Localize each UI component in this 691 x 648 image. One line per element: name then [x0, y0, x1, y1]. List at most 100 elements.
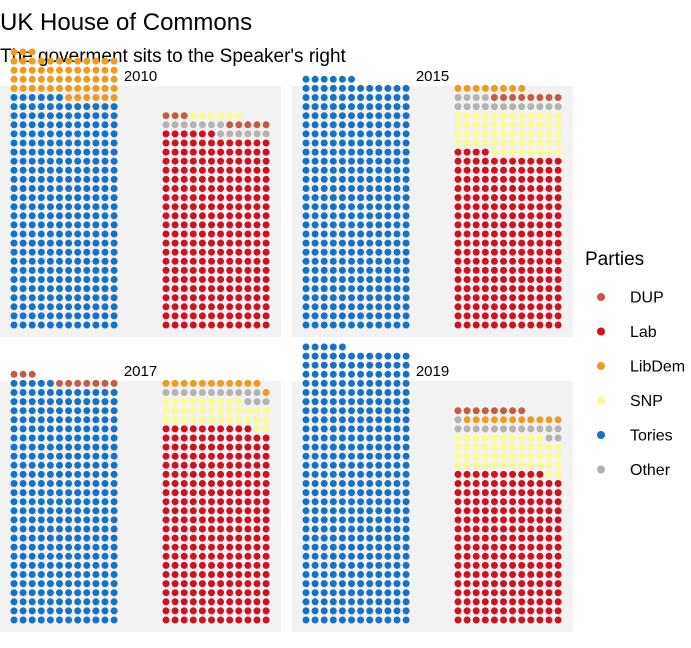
seat-dot-lab — [463, 294, 471, 302]
legend-label: SNP — [630, 393, 663, 410]
seat-dot-tories — [46, 157, 54, 165]
seat-dot-tories — [348, 148, 355, 156]
seat-dot-tories — [393, 443, 401, 451]
seat-dot-lab — [171, 552, 179, 560]
seat-dot-tories — [19, 616, 27, 624]
seat-dot-snp — [481, 139, 489, 147]
seat-dot-tories — [366, 552, 374, 560]
seat-dot-tories — [65, 230, 73, 238]
seat-dot-tories — [110, 203, 118, 211]
seat-dot-lab — [198, 139, 206, 147]
seat-dot-tories — [366, 616, 374, 624]
seat-dot-lab — [226, 589, 234, 597]
seat-dot-tories — [74, 425, 82, 433]
seat-dot-lab — [518, 543, 526, 551]
seat-dot-tories — [338, 525, 346, 533]
seat-dot-tories — [357, 571, 365, 578]
seat-dot-snp — [217, 398, 225, 406]
seat-dot-lab — [545, 607, 553, 615]
seat-dot-tories — [74, 285, 82, 293]
seat-dot-lab — [262, 589, 270, 597]
seat-dot-tories — [366, 103, 374, 111]
seat-dot-snp — [518, 434, 526, 442]
seat-dot-tories — [83, 461, 91, 469]
seat-dot-lab — [463, 589, 471, 597]
seat-dot-lab — [472, 561, 480, 569]
seat-dot-libdem — [509, 84, 517, 92]
seat-dot-lab — [235, 498, 243, 506]
seat-dot-lab — [162, 516, 170, 524]
seat-dot-lab — [198, 166, 206, 174]
seat-dot-libdem — [92, 57, 100, 65]
seat-dot-lab — [253, 534, 261, 542]
seat-dot-lab — [198, 470, 206, 478]
seat-dot-lab — [171, 257, 179, 265]
seat-dot-lab — [262, 230, 270, 238]
seat-dot-tories — [74, 461, 82, 469]
seat-dot-lab — [490, 285, 498, 293]
seat-dot-lab — [454, 175, 462, 183]
seat-dot-tories — [101, 194, 109, 202]
seat-dot-lab — [454, 194, 462, 202]
seat-dot-tories — [348, 112, 355, 120]
seat-dot-lab — [536, 303, 544, 311]
seat-dot-lab — [162, 589, 170, 597]
seat-dot-tories — [311, 498, 319, 506]
seat-dot-tories — [37, 94, 45, 101]
seat-dot-tories — [37, 552, 45, 560]
seat-dot-other — [481, 425, 489, 433]
seat-dot-libdem — [19, 84, 27, 92]
seat-dot-tories — [338, 480, 346, 487]
seat-dot-tories — [329, 452, 337, 460]
seat-dot-tories — [320, 434, 328, 442]
seat-dot-dup — [171, 112, 179, 120]
seat-dot-lab — [244, 175, 252, 183]
seat-dot-lab — [198, 130, 206, 138]
seat-dot-tories — [37, 607, 45, 615]
seat-dot-tories — [329, 221, 337, 229]
seat-dot-tories — [320, 75, 328, 83]
seat-dot-tories — [37, 130, 45, 138]
seat-dot-lab — [536, 616, 544, 624]
seat-dot-tories — [19, 130, 27, 138]
seat-dot-lab — [244, 157, 252, 165]
seat-dot-lab — [463, 498, 471, 506]
seat-dot-lab — [262, 157, 270, 165]
seat-dot-lab — [226, 285, 234, 293]
seat-dot-tories — [302, 266, 310, 274]
seat-dot-tories — [10, 616, 18, 624]
seat-dot-tories — [311, 75, 319, 83]
seat-dot-lab — [226, 303, 234, 311]
seat-dot-tories — [37, 203, 45, 211]
seat-dot-lab — [235, 552, 243, 560]
seat-dot-other — [490, 425, 498, 433]
seat-dot-tories — [19, 139, 27, 147]
seat-dot-tories — [19, 407, 27, 415]
seat-dot-lab — [235, 194, 243, 202]
seat-dot-tories — [19, 580, 27, 588]
seat-dot-tories — [46, 112, 54, 120]
seat-dot-lab — [472, 157, 480, 165]
seat-dot-lab — [217, 194, 225, 202]
seat-dot-lab — [518, 230, 526, 238]
seat-dot-lab — [509, 175, 517, 183]
seat-dot-tories — [19, 498, 27, 506]
seat-dot-tories — [83, 230, 91, 238]
seat-dot-snp — [518, 443, 526, 451]
seat-dot-tories — [357, 203, 365, 211]
seat-dot-lab — [527, 230, 535, 238]
government-block — [10, 370, 118, 624]
seat-dot-lab — [217, 489, 225, 497]
seat-dot-tories — [37, 379, 45, 387]
seat-dot-lab — [171, 285, 179, 293]
seat-dot-lab — [500, 516, 507, 524]
seat-dot-tories — [101, 416, 109, 424]
seat-dot-lab — [162, 489, 170, 497]
seat-dot-lab — [472, 230, 480, 238]
seat-dot-tories — [83, 589, 91, 597]
seat-dot-lab — [235, 294, 243, 302]
seat-dot-tories — [302, 452, 310, 460]
seat-dot-lab — [253, 294, 261, 302]
seat-dot-tories — [329, 389, 337, 396]
seat-dot-lab — [217, 266, 225, 274]
